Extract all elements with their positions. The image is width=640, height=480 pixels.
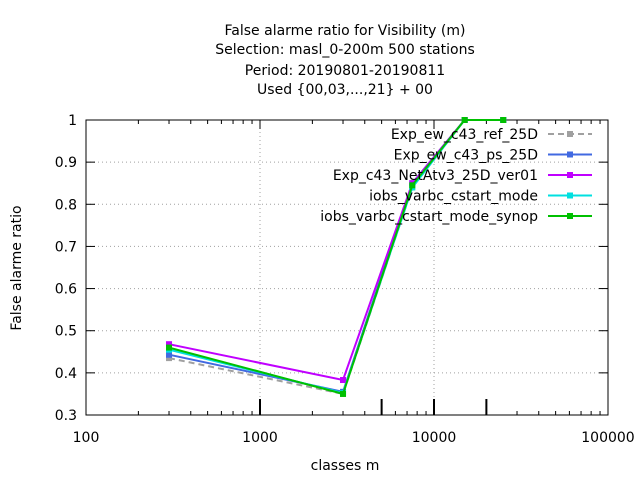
legend-label-4: iobs_varbc_cstart_mode bbox=[369, 189, 538, 205]
legend-swatch-marker-2 bbox=[567, 151, 573, 158]
legend-label-5: iobs_varbc_cstart_mode_synop bbox=[320, 209, 538, 225]
chart-title: False alarme ratio for Visibility (m) Se… bbox=[215, 23, 475, 98]
legend-label-1: Exp_ew_c43_ref_25D bbox=[391, 127, 538, 143]
legend-label-2: Exp_ew_c43_ps_25D bbox=[394, 148, 538, 164]
grid bbox=[86, 120, 608, 415]
y-axis-label: False alarme ratio bbox=[9, 205, 25, 330]
series-lines bbox=[166, 117, 507, 397]
chart-title-line-3: Period: 20190801-20190811 bbox=[245, 63, 445, 79]
x-tick-label: 100 bbox=[73, 430, 100, 446]
plot-border bbox=[85, 119, 609, 416]
series-point-5 bbox=[166, 344, 173, 351]
y-tick-label: 0.7 bbox=[55, 239, 77, 255]
x-tick-label: 1000 bbox=[242, 430, 278, 446]
axes bbox=[85, 119, 609, 416]
legend-label-3: Exp_c43_NetAtv3_25D_ver01 bbox=[333, 168, 538, 184]
y-tick-labels: 0.3 0.4 0.5 0.6 0.7 0.8 0.9 1 bbox=[55, 113, 77, 424]
series-point-5 bbox=[409, 182, 416, 189]
chart-title-line-4: Used {00,03,...,21} + 00 bbox=[257, 82, 433, 98]
chart-title-line-2: Selection: masl_0-200m 500 stations bbox=[215, 42, 475, 58]
legend-swatch-marker-3 bbox=[567, 172, 573, 178]
y-tick-label: 0.5 bbox=[55, 324, 77, 340]
x-tick-label: 100000 bbox=[581, 430, 634, 446]
series-point-2 bbox=[166, 351, 173, 358]
legend: Exp_ew_c43_ref_25D Exp_ew_c43_ps_25D Exp_c… bbox=[320, 127, 592, 225]
x-axis-label: classes m bbox=[311, 458, 380, 474]
x-tick-label: 10000 bbox=[412, 430, 457, 446]
y-tick-label: 0.4 bbox=[55, 366, 77, 382]
series-point-5 bbox=[340, 390, 347, 397]
x-tick-labels: 100 1000 10000 100000 bbox=[73, 430, 635, 446]
series-point-3 bbox=[166, 341, 173, 348]
legend-swatch-marker-5 bbox=[567, 213, 573, 219]
series-point-5 bbox=[461, 117, 468, 123]
y-tick-label: 0.3 bbox=[55, 408, 77, 424]
chart-title-line-1: False alarme ratio for Visibility (m) bbox=[225, 23, 466, 39]
series-point-1 bbox=[166, 355, 173, 362]
legend-swatch-marker-1 bbox=[567, 131, 573, 137]
series-point-3 bbox=[340, 377, 347, 384]
y-tick-label: 0.6 bbox=[55, 282, 77, 298]
y-tick-label: 0.9 bbox=[55, 155, 77, 171]
series-point-5 bbox=[500, 117, 507, 123]
y-tick-label: 0.8 bbox=[55, 197, 77, 213]
legend-swatch-marker-4 bbox=[567, 192, 573, 199]
y-tick-label: 1 bbox=[68, 113, 77, 129]
